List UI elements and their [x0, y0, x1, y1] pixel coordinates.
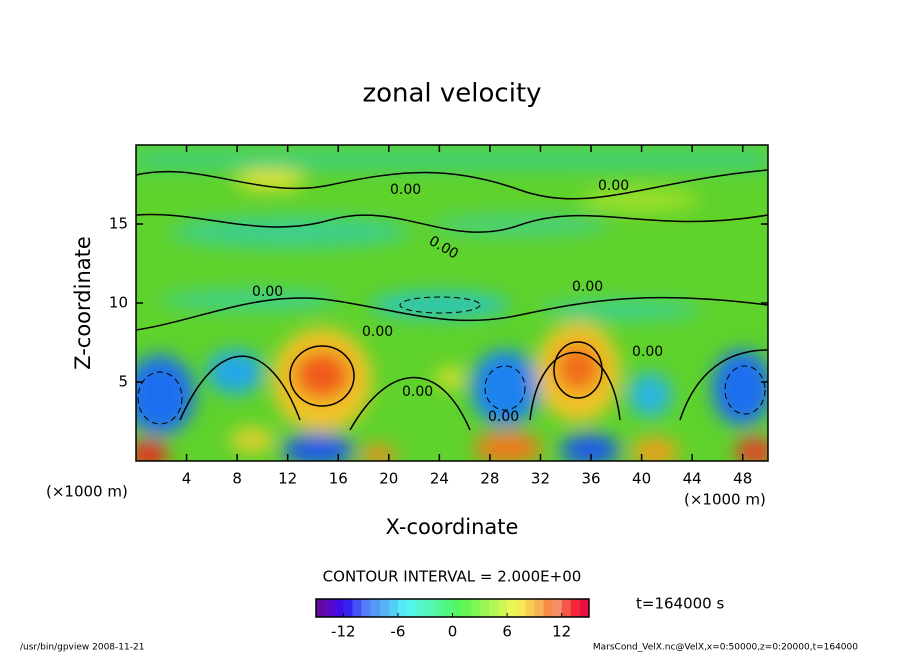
x-tick-label: 44 [683, 470, 702, 488]
chart-title: zonal velocity [362, 79, 541, 109]
colorbar-cell [461, 599, 471, 617]
contour-label: 0.00 [488, 409, 519, 425]
x-tick-label: 36 [581, 470, 600, 488]
colorbar-cell [543, 599, 553, 617]
y-unit: (×1000 m) [684, 491, 766, 509]
colorbar-cell [488, 599, 499, 617]
contour-label: 0.00 [632, 344, 663, 360]
x-tick-label: 24 [430, 470, 449, 488]
x-axis-label: X-coordinate [386, 515, 519, 539]
x-tick-label: 28 [480, 470, 499, 488]
contour-label: 0.00 [362, 324, 393, 340]
x-tick-label: 16 [329, 470, 348, 488]
colorbar-cell [507, 599, 517, 617]
x-tick-label: 12 [278, 470, 297, 488]
x-tick-label: 32 [531, 470, 550, 488]
x-tick-label: 40 [632, 470, 651, 488]
colorbar-cell [425, 599, 435, 617]
colorbar-cell [352, 599, 362, 617]
y-tick-label: 5 [118, 373, 128, 391]
x-tick-label: 4 [182, 470, 192, 488]
y-axis-label: Z-coordinate [71, 236, 95, 370]
colorbar-cell [316, 599, 326, 617]
colorbar-cell [379, 599, 390, 617]
contour-label: 0.00 [402, 384, 433, 400]
y-tick-label: 15 [109, 215, 128, 233]
colorbar-cell [498, 599, 508, 617]
footer-left: /usr/bin/gpview 2008-11-21 [20, 643, 144, 653]
contour-field [136, 145, 768, 461]
colorbar-cell [570, 599, 581, 617]
contour-interval: CONTOUR INTERVAL = 2.000E+00 [323, 568, 582, 586]
x-unit: (×1000 m) [46, 483, 128, 501]
colorbar-cell [343, 599, 353, 617]
colorbar-cell [397, 599, 408, 617]
colorbar-cell [434, 599, 444, 617]
colorbar-cell [561, 599, 572, 617]
colorbar-cell [388, 599, 399, 617]
x-tick-label: 8 [232, 470, 242, 488]
x-tick-label: 48 [733, 470, 752, 488]
colorbar-cell [361, 599, 371, 617]
colorbar-cell [407, 599, 417, 617]
colorbar-cell [534, 599, 544, 617]
y-tick-label: 10 [109, 294, 128, 312]
colorbar-cell [579, 599, 590, 617]
colorbar-cell [452, 599, 462, 617]
contour-label: 0.00 [252, 284, 283, 300]
contour-label: 0.00 [598, 178, 629, 194]
contour-label: 0.00 [572, 279, 603, 295]
colorbar-cell [479, 599, 490, 617]
colorbar-cell [443, 599, 453, 617]
x-tick-label: 20 [379, 470, 398, 488]
colorbar-cell [516, 599, 526, 617]
colorbar-cell [416, 599, 426, 617]
colorbar-cell [334, 599, 344, 617]
colorbar-tick-label: 12 [552, 623, 571, 641]
colorbar-tick-label: 0 [448, 623, 458, 641]
time-label: t=164000 s [636, 595, 724, 613]
colorbar-cell [552, 599, 562, 617]
colorbar-cell [325, 599, 335, 617]
colorbar-cell [470, 599, 481, 617]
colorbar-tick-label: -6 [390, 623, 405, 641]
contour-label: 0.00 [390, 182, 421, 198]
colorbar-tick-label: -12 [331, 623, 356, 641]
colorbar-cell [525, 599, 535, 617]
colorbar-cell [370, 599, 380, 617]
footer-right: MarsCond_VelX.nc@VelX,x=0:50000,z=0:2000… [593, 643, 858, 653]
colorbar-tick-label: 6 [502, 623, 512, 641]
